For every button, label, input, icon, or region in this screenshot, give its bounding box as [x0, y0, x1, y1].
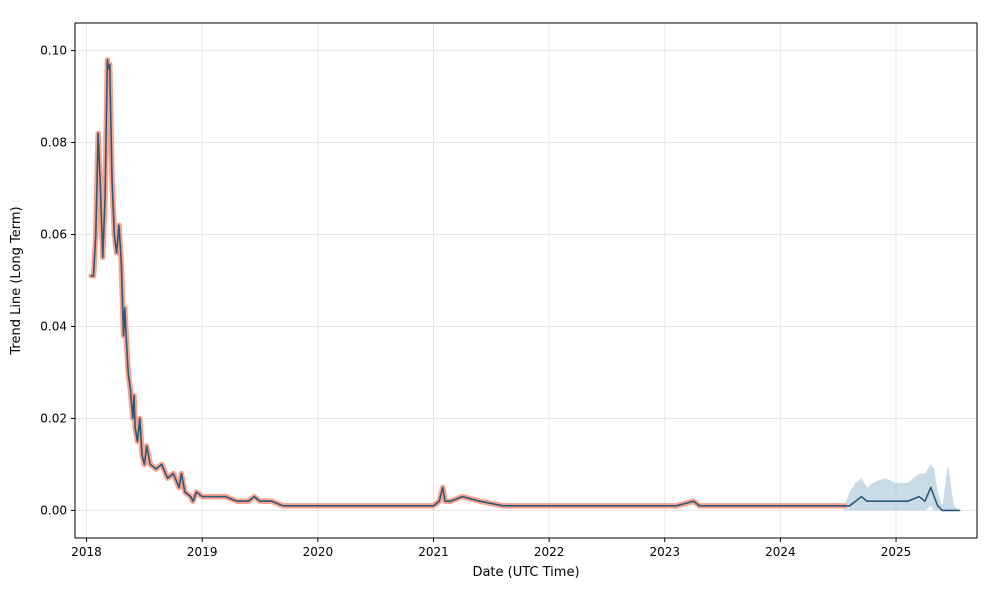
- x-tick-label: 2019: [187, 545, 218, 559]
- y-axis-label: Trend Line (Long Term): [9, 206, 24, 355]
- x-axis-label: Date (UTC Time): [472, 565, 579, 580]
- y-tick-label: 0.06: [40, 228, 67, 242]
- trend-line-chart: 2018 2019 2020 2021 2022 2023 2024 2025 0.00 0.02…: [0, 0, 989, 590]
- y-tick-label: 0.00: [40, 503, 67, 517]
- x-tick-label: 2024: [765, 545, 796, 559]
- x-tick-label: 2022: [534, 545, 565, 559]
- y-tick-label: 0.08: [40, 136, 67, 150]
- y-tick-label: 0.02: [40, 411, 67, 425]
- y-tick-label: 0.04: [40, 319, 67, 333]
- x-tick-label: 2025: [881, 545, 912, 559]
- y-tick-label: 0.10: [40, 44, 67, 58]
- x-tick-label: 2018: [71, 545, 102, 559]
- x-tick-label: 2023: [649, 545, 680, 559]
- x-tick-label: 2020: [303, 545, 334, 559]
- x-tick-label: 2021: [418, 545, 449, 559]
- chart-container: 2018 2019 2020 2021 2022 2023 2024 2025 0.00 0.02…: [0, 0, 989, 590]
